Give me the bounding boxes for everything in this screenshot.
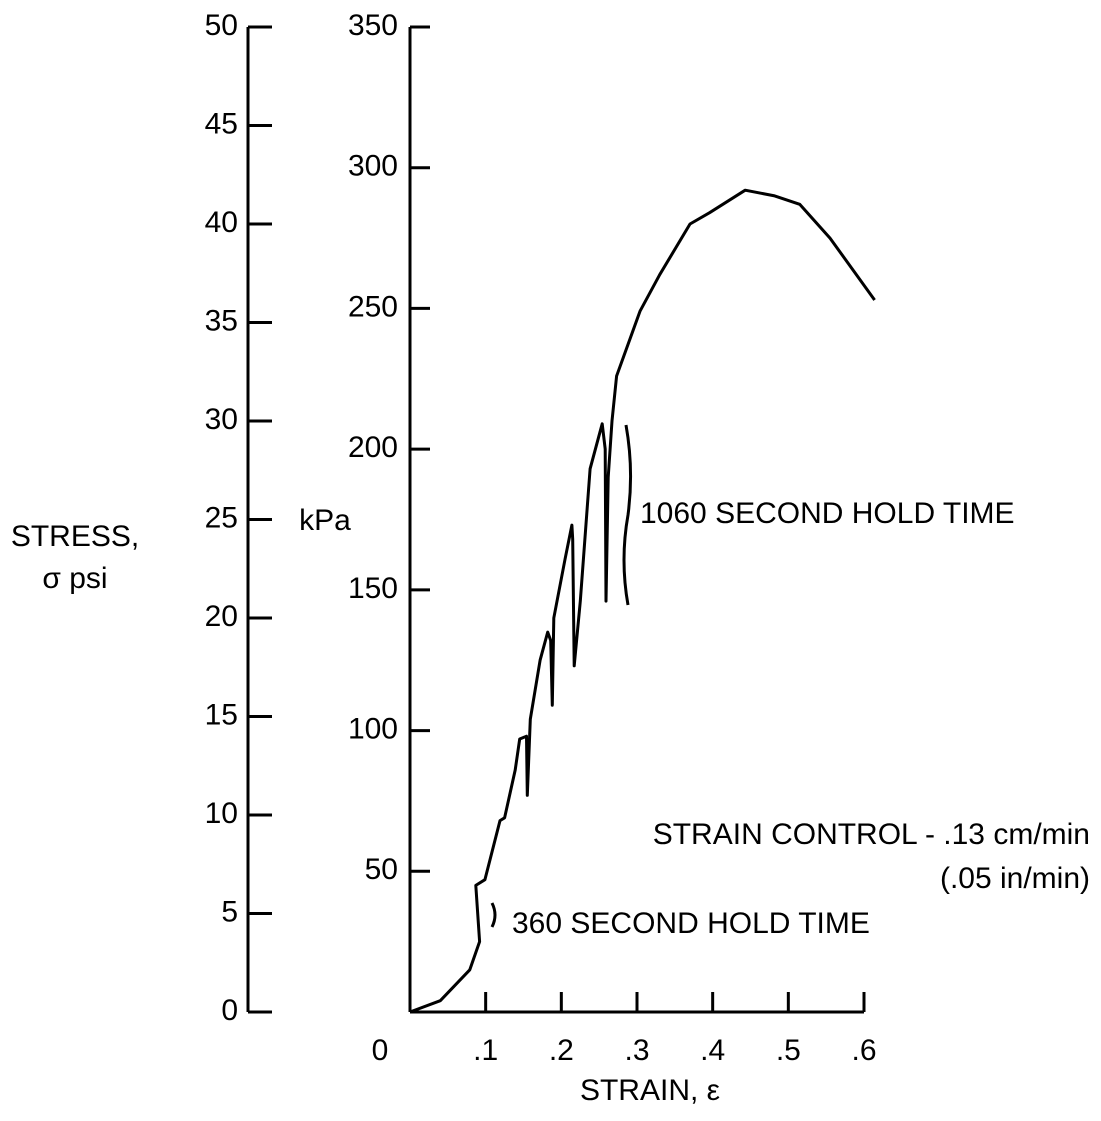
y-tick-label: 100 [348, 712, 398, 745]
x-axis-label: STRAIN, ε [580, 1074, 720, 1107]
y2-tick-label: 15 [205, 698, 238, 731]
y-tick-label: 300 [348, 150, 398, 183]
brace [622, 424, 633, 606]
y-tick-label: 150 [348, 572, 398, 605]
y2-tick-label: 20 [205, 600, 238, 633]
x-tick-label: .3 [624, 1034, 649, 1067]
y2-tick-label: 25 [205, 501, 238, 534]
y2-axis-label: STRESS, [11, 520, 139, 553]
x-tick-label: .6 [851, 1034, 876, 1067]
y2-tick-label: 0 [221, 994, 238, 1027]
x-tick-label: .4 [700, 1034, 725, 1067]
y-tick-label: 250 [348, 290, 398, 323]
y2-tick-label: 5 [221, 895, 238, 928]
y2-tick-label: 50 [205, 9, 238, 42]
y2-axis-label: σ psi [42, 562, 107, 595]
x-tick-label: .2 [549, 1034, 574, 1067]
y2-tick-label: 45 [205, 107, 238, 140]
y-tick-label: 50 [365, 853, 398, 886]
y-axis-label: kPa [299, 504, 351, 537]
data-line [409, 188, 876, 1014]
y2-tick-label: 35 [205, 304, 238, 337]
y-tick-label: 200 [348, 431, 398, 464]
x-tick-label: .5 [776, 1034, 801, 1067]
y2-tick-label: 30 [205, 403, 238, 436]
brace [490, 902, 497, 928]
y-tick-label: 350 [348, 9, 398, 42]
y2-tick-label: 10 [205, 797, 238, 830]
annotation: STRAIN CONTROL - .13 cm/min [653, 818, 1090, 851]
x-tick-label: .1 [473, 1034, 498, 1067]
y2-tick-label: 40 [205, 206, 238, 239]
annotation: 360 SECOND HOLD TIME [512, 907, 870, 940]
annotation: 1060 SECOND HOLD TIME [640, 497, 1015, 530]
x-tick-label: 0 [372, 1034, 389, 1067]
annotation: (.05 in/min) [940, 862, 1090, 895]
